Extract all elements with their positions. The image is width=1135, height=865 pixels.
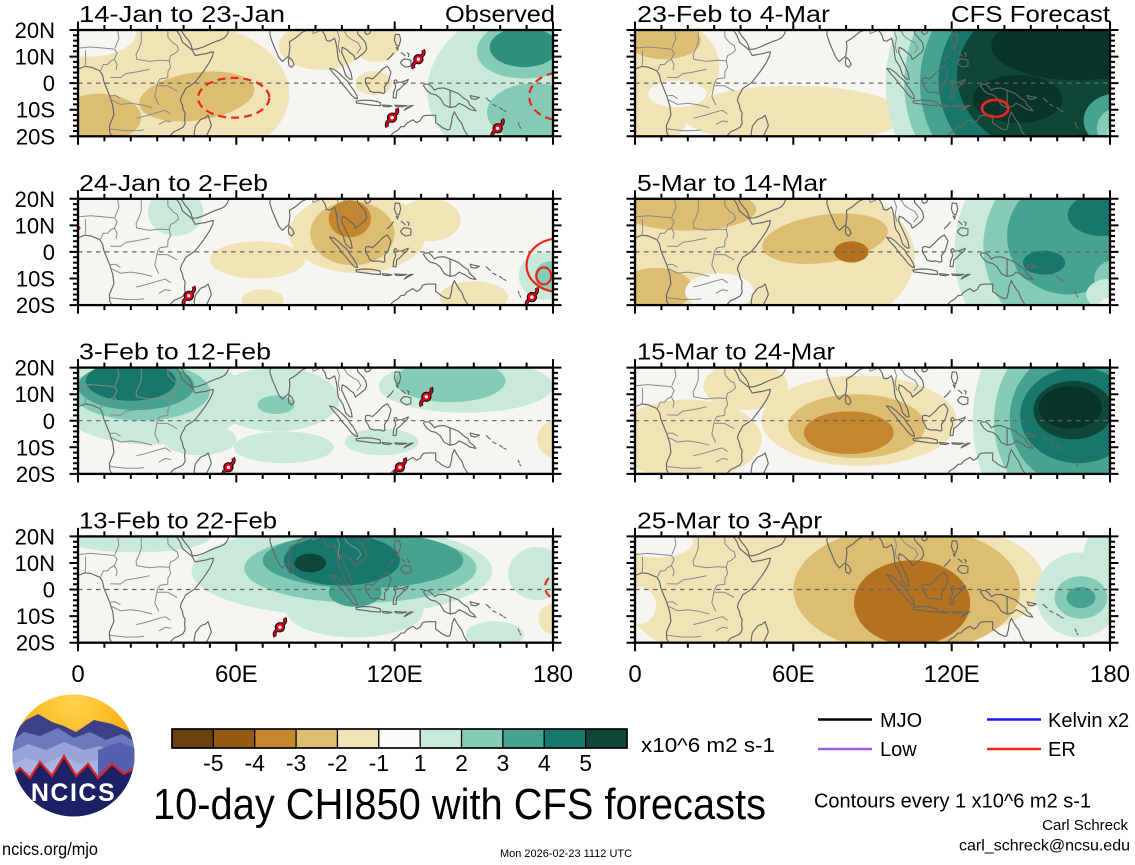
svg-text:60E: 60E [772,661,815,688]
svg-text:15-Mar to 24-Mar: 15-Mar to 24-Mar [637,339,835,365]
svg-text:10S: 10S [16,435,55,460]
svg-text:10S: 10S [16,604,55,629]
svg-text:25-Mar to 3-Apr: 25-Mar to 3-Apr [637,507,822,533]
svg-text:CFS Forecast: CFS Forecast [951,1,1111,27]
svg-text:-2: -2 [327,750,347,776]
svg-text:14-Jan to 23-Jan: 14-Jan to 23-Jan [79,1,285,27]
svg-text:24-Jan to 2-Feb: 24-Jan to 2-Feb [79,170,268,196]
svg-text:0: 0 [43,409,55,434]
svg-text:20N: 20N [15,18,55,43]
svg-text:ncics.org/mjo: ncics.org/mjo [2,839,98,859]
svg-text:5-Mar to 14-Mar: 5-Mar to 14-Mar [637,170,827,196]
svg-text:60E: 60E [215,661,258,688]
svg-text:-5: -5 [203,750,223,776]
svg-text:0: 0 [71,661,84,688]
svg-text:3: 3 [497,750,510,776]
svg-text:20N: 20N [15,356,55,381]
svg-text:3-Feb to 12-Feb: 3-Feb to 12-Feb [79,339,271,365]
svg-text:5: 5 [579,750,592,776]
svg-text:Low: Low [880,739,917,761]
svg-text:13-Feb to 22-Feb: 13-Feb to 22-Feb [79,507,277,533]
svg-text:0: 0 [43,240,55,265]
svg-text:10N: 10N [15,213,55,238]
svg-text:10S: 10S [16,267,55,292]
svg-text:Kelvin x2: Kelvin x2 [1048,710,1129,732]
svg-text:-4: -4 [245,750,266,776]
svg-text:20S: 20S [16,631,55,656]
svg-text:180: 180 [1090,661,1130,688]
svg-text:0: 0 [628,661,641,688]
svg-text:ER: ER [1048,739,1076,761]
svg-text:20N: 20N [15,187,55,212]
svg-text:120E: 120E [924,661,980,688]
svg-text:20S: 20S [16,293,55,318]
svg-text:2: 2 [455,750,468,776]
svg-text:Observed: Observed [445,1,555,27]
svg-text:20S: 20S [16,124,55,149]
svg-text:180: 180 [533,661,573,688]
svg-text:MJO: MJO [880,710,922,732]
svg-text:10N: 10N [15,551,55,576]
svg-text:Carl Schreck: Carl Schreck [1042,817,1128,834]
svg-text:120E: 120E [367,661,423,688]
svg-text:4: 4 [538,750,551,776]
svg-text:Mon 2026-02-23 1112 UTC: Mon 2026-02-23 1112 UTC [500,848,632,860]
svg-text:0: 0 [43,578,55,603]
svg-text:-3: -3 [286,750,306,776]
svg-text:carl_schreck@ncsu.edu: carl_schreck@ncsu.edu [959,838,1130,855]
svg-text:1: 1 [414,750,427,776]
svg-text:Contours every 1 x10^6 m2 s-1: Contours every 1 x10^6 m2 s-1 [814,791,1091,813]
svg-text:20S: 20S [16,462,55,487]
svg-text:10N: 10N [15,45,55,70]
svg-text:-1: -1 [369,750,389,776]
svg-text:NCICS: NCICS [31,779,116,807]
svg-text:20N: 20N [15,524,55,549]
svg-text:x10^6 m2 s-1: x10^6 m2 s-1 [641,735,775,757]
svg-text:10N: 10N [15,382,55,407]
svg-text:0: 0 [43,71,55,96]
svg-text:10-day CHI850 with CFS forecas: 10-day CHI850 with CFS forecasts [153,780,766,829]
svg-text:10S: 10S [16,98,55,123]
svg-text:23-Feb to 4-Mar: 23-Feb to 4-Mar [637,1,830,27]
